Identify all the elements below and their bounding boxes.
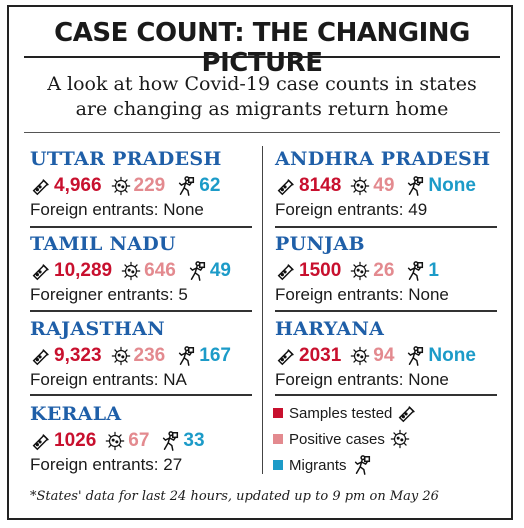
virus-icon xyxy=(389,428,411,450)
state-stats-uttar-pradesh: 4,966 229 62 xyxy=(30,174,223,198)
test-tube-icon xyxy=(275,175,297,197)
virus-icon xyxy=(349,260,371,282)
test-tube-icon xyxy=(275,260,297,282)
legend-swatch-tested xyxy=(273,408,283,418)
virus-icon xyxy=(349,345,371,367)
subtitle-line-1: A look at how Covid-19 case counts in st… xyxy=(47,73,477,95)
state-name-punjab: PUNJAB xyxy=(275,233,365,255)
walking-person-icon xyxy=(175,345,197,367)
virus-icon xyxy=(110,175,132,197)
state-divider xyxy=(275,226,497,228)
legend-label-migrants: Migrants xyxy=(289,456,347,474)
virus-icon xyxy=(120,260,142,282)
foreign-entrants-uttar-pradesh: Foreign entrants: None xyxy=(30,200,204,219)
positive-cases-value: 26 xyxy=(373,260,395,281)
test-tube-icon xyxy=(30,175,52,197)
test-tube-icon xyxy=(30,260,52,282)
walking-person-icon xyxy=(186,260,208,282)
legend-positive-cases: Positive cases xyxy=(273,428,413,450)
samples-tested-value: 2031 xyxy=(299,345,342,366)
migrants-value: None xyxy=(428,345,476,366)
samples-tested-value: 1500 xyxy=(299,260,342,281)
positive-cases-value: 646 xyxy=(144,260,176,281)
state-name-tamil-nadu: TAMIL NADU xyxy=(30,233,176,255)
infographic-title: CASE COUNT: THE CHANGING PICTURE xyxy=(54,18,470,78)
samples-tested-value: 9,323 xyxy=(54,345,102,366)
walking-person-icon xyxy=(159,430,181,452)
migrants-value: 62 xyxy=(199,175,221,196)
walking-person-icon xyxy=(404,260,426,282)
legend-samples-tested: Samples tested xyxy=(273,402,420,424)
subtitle-line-2: are changing as migrants return home xyxy=(75,98,449,120)
positive-cases-value: 229 xyxy=(133,175,166,196)
samples-tested-value: 4,966 xyxy=(54,175,102,196)
virus-icon xyxy=(110,345,132,367)
legend-migrants: Migrants xyxy=(273,454,375,476)
title-rule xyxy=(24,56,500,58)
samples-tested-value: 1026 xyxy=(54,430,97,451)
state-divider xyxy=(275,310,497,312)
test-tube-icon xyxy=(275,345,297,367)
state-name-uttar-pradesh: UTTAR PRADESH xyxy=(30,148,222,170)
positive-cases-value: 49 xyxy=(373,175,395,196)
walking-person-icon xyxy=(404,175,426,197)
state-name-haryana: HARYANA xyxy=(275,318,385,340)
state-divider xyxy=(30,394,252,396)
state-divider xyxy=(275,394,497,396)
migrants-value: None xyxy=(428,175,476,196)
test-tube-icon xyxy=(30,430,52,452)
state-divider xyxy=(30,310,252,312)
samples-tested-value: 8148 xyxy=(299,175,342,196)
state-name-andhra-pradesh: ANDHRA PRADESH xyxy=(275,148,491,170)
state-name-kerala: KERALA xyxy=(30,403,122,425)
virus-icon xyxy=(104,430,126,452)
state-stats-punjab: 1500 26 1 xyxy=(275,259,442,283)
infographic-frame xyxy=(7,5,513,520)
state-divider xyxy=(30,226,252,228)
legend-swatch-migrants xyxy=(273,460,283,470)
migrants-value: 167 xyxy=(199,345,231,366)
legend-label-tested: Samples tested xyxy=(289,404,393,422)
foreign-entrants-kerala: Foreign entrants: 27 xyxy=(30,455,183,474)
foreign-entrants-haryana: Foreign entrants: None xyxy=(275,370,449,389)
state-stats-tamil-nadu: 10,289 646 49 xyxy=(30,259,234,283)
test-tube-icon xyxy=(396,402,418,424)
walking-person-icon xyxy=(351,454,373,476)
foreign-entrants-rajasthan: Foreign entrants: NA xyxy=(30,370,187,389)
legend-swatch-positive xyxy=(273,434,283,444)
virus-icon xyxy=(349,175,371,197)
positive-cases-value: 236 xyxy=(133,345,166,366)
migrants-value: 1 xyxy=(428,260,439,281)
footnote: *States' data for last 24 hours, updated… xyxy=(30,489,439,504)
migrants-value: 49 xyxy=(209,260,231,281)
walking-person-icon xyxy=(404,345,426,367)
subtitle-rule xyxy=(24,132,500,133)
state-name-rajasthan: RAJASTHAN xyxy=(30,318,165,340)
state-stats-andhra-pradesh: 8148 49 None xyxy=(275,174,479,198)
foreign-entrants-punjab: Foreign entrants: None xyxy=(275,285,449,304)
state-stats-haryana: 2031 94 None xyxy=(275,344,479,368)
positive-cases-value: 94 xyxy=(373,345,395,366)
test-tube-icon xyxy=(30,345,52,367)
positive-cases-value: 67 xyxy=(128,430,150,451)
samples-tested-value: 10,289 xyxy=(54,260,113,281)
migrants-value: 33 xyxy=(183,430,205,451)
foreign-entrants-tamil-nadu: Foreigner entrants: 5 xyxy=(30,285,188,304)
walking-person-icon xyxy=(175,175,197,197)
foreign-entrants-andhra-pradesh: Foreign entrants: 49 xyxy=(275,200,428,219)
column-divider xyxy=(262,146,263,474)
state-stats-rajasthan: 9,323 236 167 xyxy=(30,344,234,368)
legend-label-positive: Positive cases xyxy=(289,430,385,448)
state-stats-kerala: 1026 67 33 xyxy=(30,429,208,453)
